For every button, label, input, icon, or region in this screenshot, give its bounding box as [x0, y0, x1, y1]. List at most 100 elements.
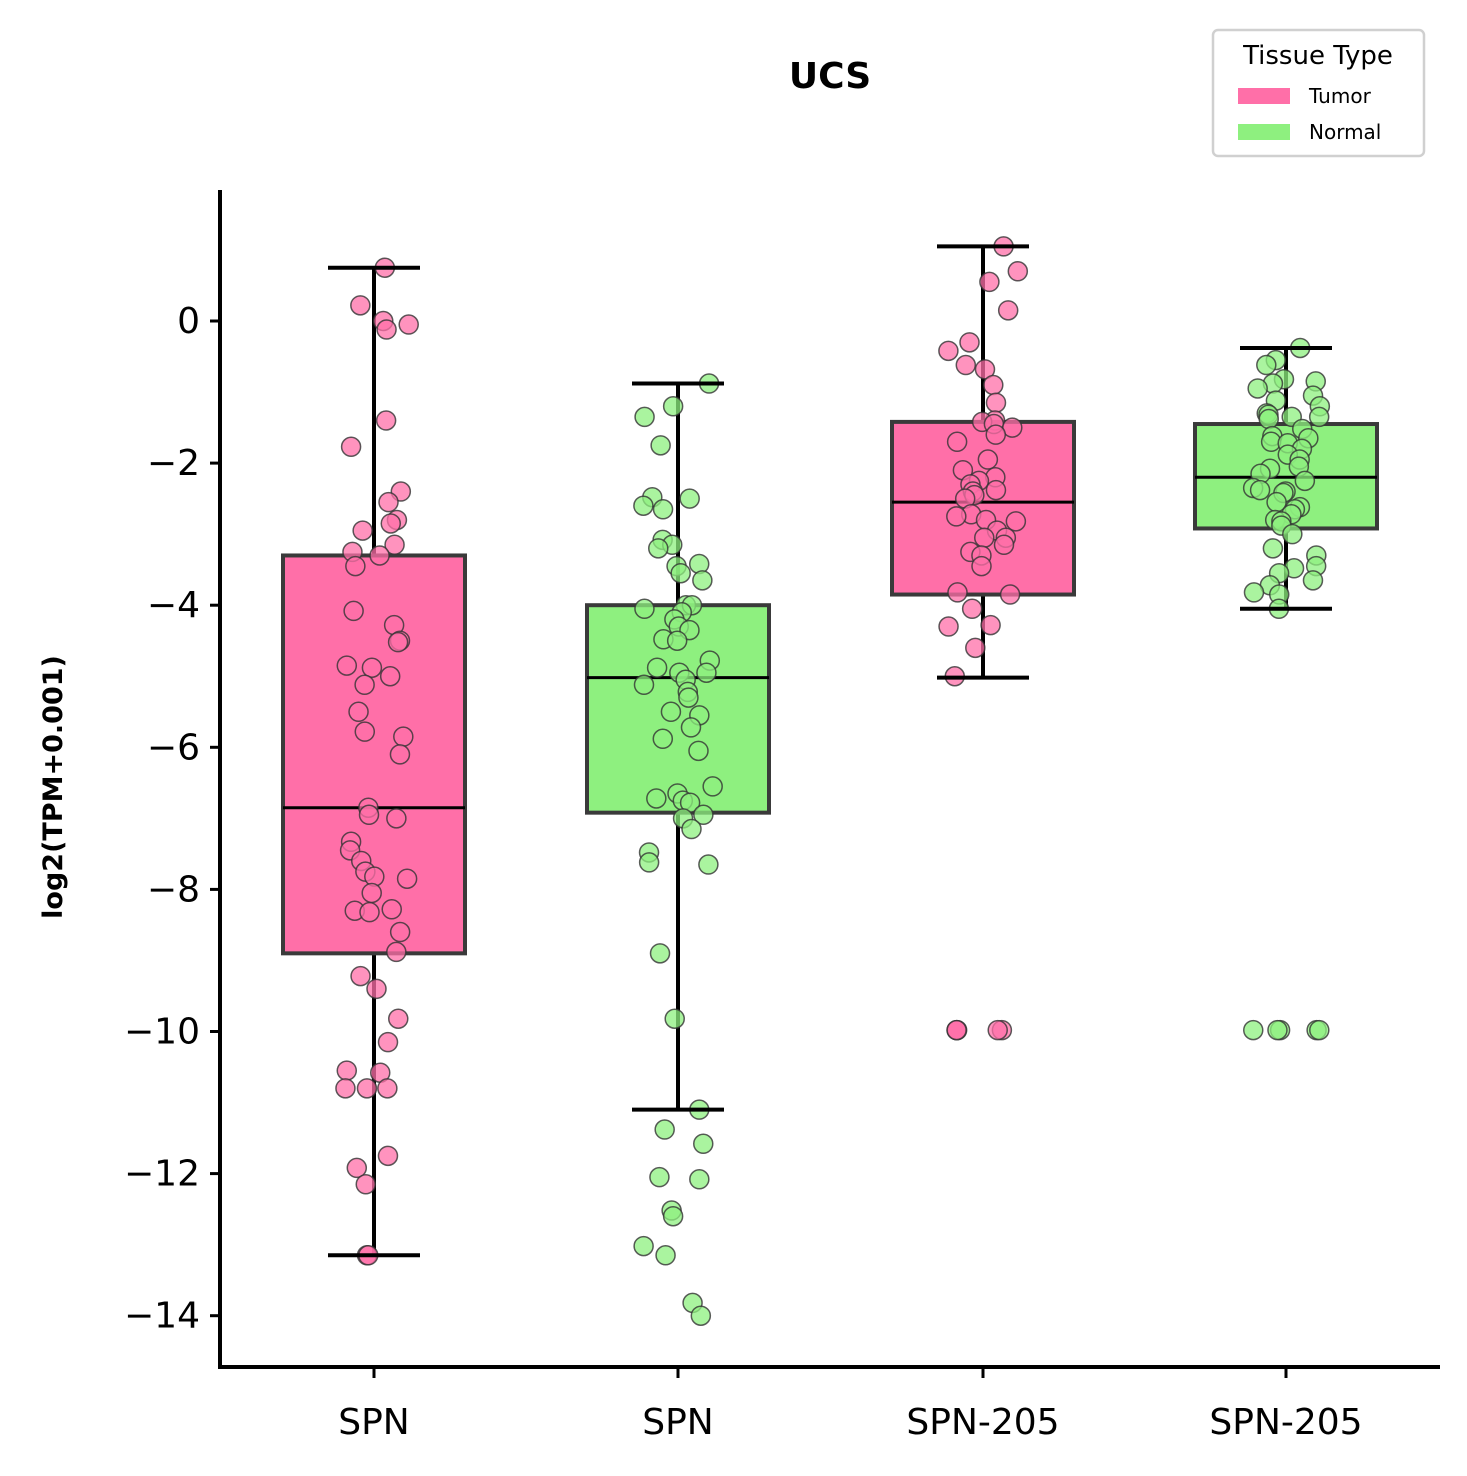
data-point	[698, 854, 719, 875]
data-point	[638, 852, 660, 873]
data-point	[393, 726, 414, 747]
data-point	[959, 332, 980, 353]
data-point	[386, 941, 407, 963]
box-group-3	[890, 236, 1076, 1041]
data-point	[689, 1169, 710, 1190]
data-point	[398, 314, 419, 335]
data-point	[352, 520, 373, 541]
data-point	[387, 631, 409, 653]
data-point	[971, 555, 992, 577]
data-point	[377, 1078, 398, 1099]
data-point	[369, 545, 390, 566]
y-tick-label: −6	[147, 727, 200, 768]
legend-swatch-normal	[1238, 124, 1290, 140]
data-point	[660, 701, 682, 723]
data-point	[985, 424, 1007, 445]
y-tick-label: 0	[177, 301, 200, 342]
data-point	[938, 340, 959, 362]
data-point	[696, 662, 717, 683]
data-point	[633, 1235, 654, 1257]
data-point	[680, 717, 702, 738]
box-group-4	[1193, 337, 1379, 1041]
legend-title: Tissue Type	[1242, 41, 1393, 71]
y-tick-label: −8	[147, 869, 200, 910]
data-point	[999, 584, 1021, 605]
data-point	[343, 600, 364, 622]
data-point	[965, 637, 986, 659]
data-point	[376, 319, 397, 340]
data-point	[358, 804, 380, 826]
data-point	[1302, 570, 1324, 591]
data-point	[993, 534, 1015, 556]
jitter-points	[633, 373, 723, 1326]
data-point	[1258, 408, 1279, 430]
data-point	[664, 1008, 685, 1029]
data-point	[678, 687, 699, 708]
data-point	[666, 630, 688, 651]
x-tick-label: SPN-205	[906, 1402, 1059, 1443]
data-point	[985, 392, 1007, 413]
jitter-points	[938, 236, 1029, 1041]
data-point	[955, 354, 977, 376]
data-point	[649, 1166, 670, 1188]
y-tick-label: −4	[147, 585, 200, 626]
data-point	[1007, 261, 1029, 282]
data-point	[384, 534, 405, 556]
data-point	[648, 538, 669, 559]
data-point	[646, 788, 667, 809]
plot-area	[281, 236, 1379, 1326]
jitter-points	[1242, 337, 1331, 1041]
legend: Tissue Type Tumor Normal	[1211, 28, 1426, 158]
data-point	[1243, 582, 1265, 603]
legend-swatch-tumor	[1238, 88, 1290, 104]
x-ticks: SPN SPN SPN-205 SPN-205	[338, 1367, 1363, 1443]
data-point	[649, 943, 671, 964]
data-point	[946, 1019, 967, 1041]
data-point	[987, 1019, 1008, 1041]
data-point	[336, 1060, 358, 1081]
data-point	[354, 674, 375, 696]
y-tick-label: −2	[147, 443, 200, 484]
y-axis-label: log2(TPM+0.001)	[38, 655, 69, 919]
data-point	[389, 921, 411, 943]
data-point	[378, 491, 399, 513]
data-point	[380, 513, 402, 534]
data-point	[985, 479, 1007, 501]
data-point	[350, 965, 371, 987]
data-point	[983, 374, 1004, 396]
data-point	[679, 488, 700, 509]
data-point	[997, 300, 1019, 321]
data-point	[702, 776, 723, 797]
data-point	[1247, 378, 1268, 399]
data-point	[386, 808, 407, 829]
data-point	[381, 899, 402, 920]
data-point	[377, 1145, 399, 1167]
data-point	[1267, 1019, 1288, 1041]
data-point	[345, 555, 366, 577]
data-point	[974, 359, 996, 380]
data-point	[1308, 406, 1330, 428]
data-point	[335, 1078, 356, 1099]
data-point	[389, 744, 411, 765]
data-point	[1282, 523, 1303, 545]
data-point	[1005, 511, 1027, 532]
data-point	[655, 1245, 676, 1266]
data-point	[1262, 538, 1284, 559]
data-point	[633, 495, 654, 516]
data-point	[1309, 1019, 1330, 1041]
data-point	[375, 410, 397, 431]
data-point	[662, 396, 684, 417]
data-point	[361, 657, 383, 678]
y-tick-label: −10	[124, 1012, 200, 1053]
data-point	[388, 1008, 409, 1029]
data-point	[646, 657, 668, 678]
data-point	[1256, 354, 1277, 376]
x-tick-label: SPN	[642, 1402, 714, 1443]
box-group-1	[281, 257, 467, 1266]
data-point	[633, 674, 655, 696]
x-tick-label: SPN	[338, 1402, 410, 1443]
box-group-2	[585, 373, 771, 1326]
data-point	[654, 1119, 675, 1140]
data-point	[693, 804, 714, 826]
